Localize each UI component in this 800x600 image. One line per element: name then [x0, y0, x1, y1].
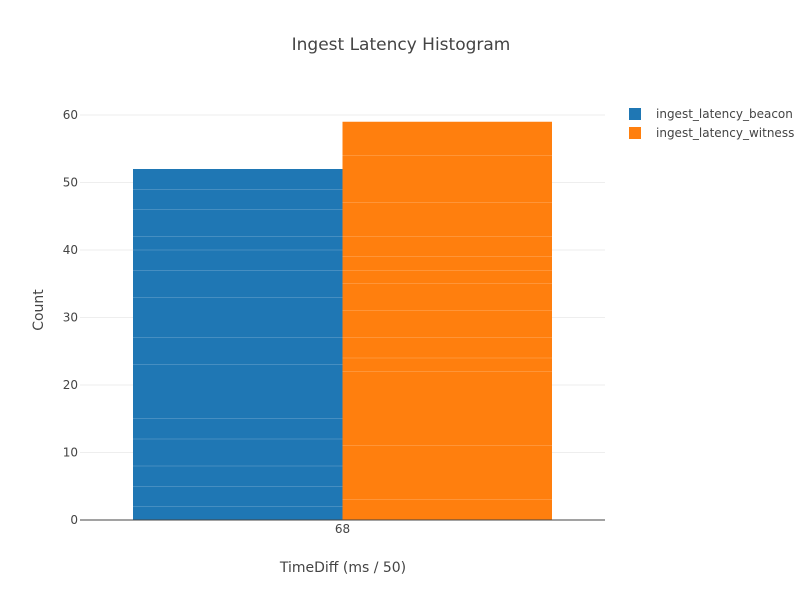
bar-ingest_latency_beacon: [133, 169, 343, 520]
legend-swatch: [629, 108, 641, 120]
y-axis-title: Count: [31, 289, 47, 331]
chart-title: Ingest Latency Histogram: [292, 35, 511, 55]
x-tick-label: 68: [335, 522, 350, 536]
y-tick-label: 20: [63, 378, 78, 392]
y-tick-label: 40: [63, 243, 78, 257]
x-tick-labels: 68: [335, 522, 350, 536]
legend: ingest_latency_beacon ingest_latency_witn…: [629, 107, 794, 140]
y-tick-label: 50: [63, 176, 78, 190]
bar-ingest_latency_witness: [342, 121, 552, 520]
legend-label: ingest_latency_witness: [656, 126, 794, 140]
x-axis-title: TimeDiff (ms / 50): [279, 560, 406, 576]
legend-label: ingest_latency_beacon: [656, 107, 793, 121]
y-tick-labels: 0 10 20 30 40 50 60: [63, 108, 78, 527]
y-tick-label: 10: [63, 446, 78, 460]
legend-swatch: [629, 127, 641, 139]
bars: [133, 121, 552, 520]
y-tick-label: 60: [63, 108, 78, 122]
y-tick-label: 30: [63, 311, 78, 325]
y-tick-label: 0: [70, 513, 78, 527]
